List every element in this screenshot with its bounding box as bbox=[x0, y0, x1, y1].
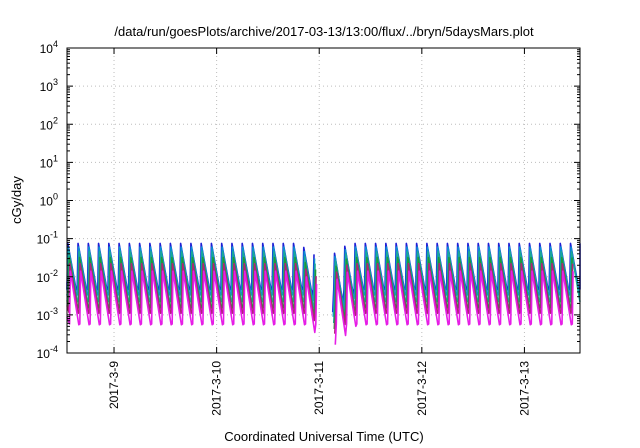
y-tick-label: 10-3 bbox=[37, 306, 58, 323]
y-tick-label: 100 bbox=[40, 192, 58, 209]
y-tick-label: 101 bbox=[40, 153, 58, 170]
x-tick-label: 2017-3-13 bbox=[517, 361, 531, 416]
y-tick-label: 104 bbox=[40, 39, 58, 56]
series-line bbox=[66, 270, 318, 334]
chart-title: /data/run/goesPlots/archive/2017-03-13/1… bbox=[114, 24, 534, 39]
x-axis: 2017-3-9 2017-3-10 2017-3-11 2017-3-12 2017-… bbox=[107, 48, 531, 416]
series-group bbox=[66, 242, 581, 345]
x-tick-label: 2017-3-12 bbox=[415, 361, 429, 416]
x-tick-label: 2017-3-10 bbox=[210, 361, 224, 416]
y-tick-label: 10-4 bbox=[37, 344, 58, 361]
y-tick-label: 102 bbox=[40, 115, 58, 132]
y-axis: 10-4 10-3 10-2 10-1 100 101 102 103 104 bbox=[37, 39, 580, 361]
x-tick-label: 2017-3-9 bbox=[107, 361, 121, 409]
grid bbox=[67, 48, 580, 353]
x-tick-label: 2017-3-11 bbox=[312, 361, 326, 415]
y-tick-label: 103 bbox=[40, 77, 58, 94]
y-axis-label: cGy/day bbox=[9, 176, 24, 224]
y-tick-label: 10-1 bbox=[37, 230, 58, 247]
x-axis-label: Coordinated Universal Time (UTC) bbox=[224, 429, 423, 444]
series-line bbox=[334, 270, 574, 345]
y-tick-label: 10-2 bbox=[37, 268, 58, 285]
